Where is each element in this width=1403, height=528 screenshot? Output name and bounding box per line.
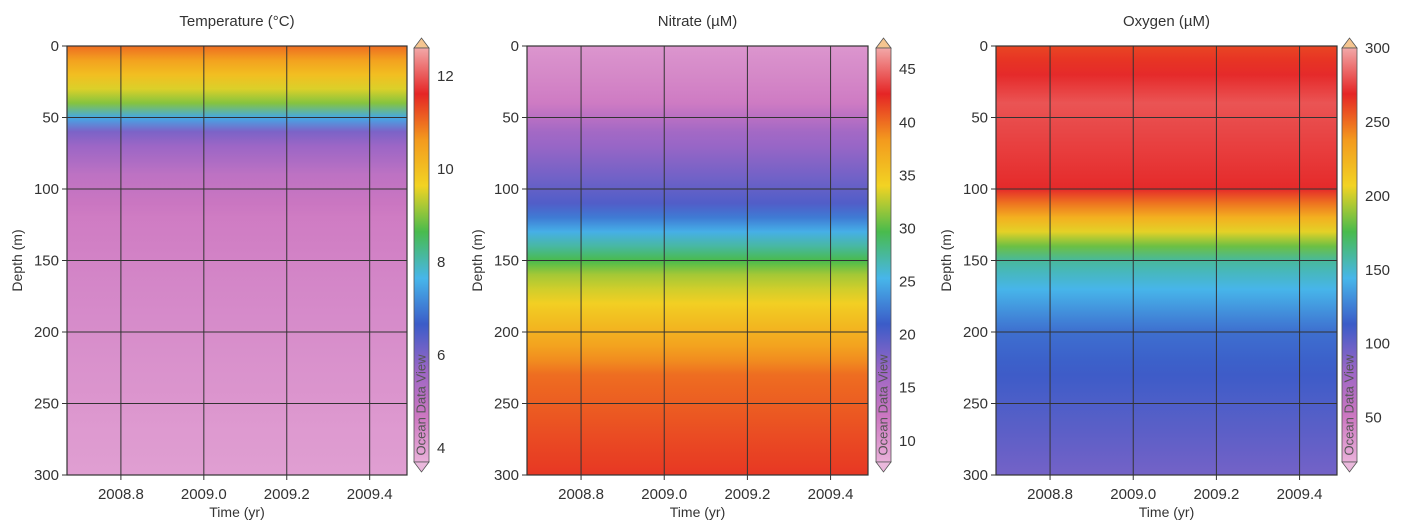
x-tick-label: 2009.4 (1277, 486, 1323, 503)
chart-title: Nitrate (µM) (658, 13, 737, 30)
y-tick-label: 150 (494, 253, 519, 270)
chart-title: Temperature (°C) (179, 13, 294, 30)
y-tick-label: 100 (494, 181, 519, 198)
x-tick-label: 2009.2 (264, 486, 310, 503)
colorbar-tick-label: 100 (1365, 336, 1390, 353)
x-axis-label: Time (yr) (209, 504, 264, 520)
colorbar-tick-label: 40 (899, 114, 916, 131)
watermark-text: Ocean Data View (1342, 354, 1357, 456)
colorbar-tick-label: 30 (899, 220, 916, 237)
panel-2: Nitrate (µM) 0 50 100 150 200 250 300 2008.8 2009… (469, 13, 916, 520)
colorbar-tick-label: 20 (899, 327, 916, 344)
x-axis-label: Time (yr) (670, 504, 725, 520)
y-tick-label: 150 (34, 253, 59, 270)
x-tick-label: 2009.2 (1193, 486, 1239, 503)
y-tick-label: 150 (963, 253, 988, 270)
colorbar-tick-label: 4 (437, 440, 445, 457)
watermark-text: Ocean Data View (414, 354, 429, 456)
panel-3: Oxygen (µM) 0 50 100 150 200 250 300 2008.8 2009.… (938, 13, 1390, 520)
x-tick-label: 2009.0 (641, 486, 687, 503)
x-tick-label: 2009.2 (724, 486, 770, 503)
colorbar-tick-label: 6 (437, 347, 445, 364)
watermark-text: Ocean Data View (876, 354, 891, 456)
y-tick-label: 200 (963, 324, 988, 341)
colorbar-tick-label: 25 (899, 274, 916, 291)
y-tick-label: 50 (42, 110, 59, 127)
y-tick-label: 100 (34, 181, 59, 198)
x-tick-label: 2009.0 (1110, 486, 1156, 503)
colorbar-tick-label: 300 (1365, 40, 1390, 57)
colorbar-tick-label: 8 (437, 254, 445, 271)
y-axis-label: Depth (m) (9, 229, 25, 291)
y-tick-label: 100 (963, 181, 988, 198)
y-axis-label: Depth (m) (938, 229, 954, 291)
colorbar-bottom-arrow (875, 461, 892, 473)
x-tick-label: 2009.4 (347, 486, 393, 503)
y-tick-label: 250 (34, 396, 59, 413)
y-tick-label: 50 (502, 110, 519, 127)
x-tick-label: 2009.4 (808, 486, 854, 503)
y-tick-label: 300 (963, 467, 988, 484)
colorbar-bottom-arrow (1341, 461, 1358, 473)
colorbar-tick-label: 15 (899, 380, 916, 397)
y-tick-label: 300 (34, 467, 59, 484)
chart-title: Oxygen (µM) (1123, 13, 1210, 30)
y-tick-label: 250 (494, 396, 519, 413)
x-tick-label: 2008.8 (98, 486, 144, 503)
y-tick-label: 200 (494, 324, 519, 341)
panel-1: Temperature (°C) 0 50 100 150 200 250 300 2008.8… (9, 13, 454, 520)
y-tick-label: 50 (971, 110, 988, 127)
colorbar-tick-label: 200 (1365, 188, 1390, 205)
colorbar-tick-label: 10 (437, 161, 454, 178)
colorbar-bottom-arrow (413, 461, 430, 473)
colorbar-top-arrow (413, 37, 430, 49)
y-tick-label: 0 (511, 38, 519, 55)
colorbar-tick-label: 35 (899, 167, 916, 184)
y-tick-label: 0 (51, 38, 59, 55)
y-tick-label: 0 (980, 38, 988, 55)
colorbar-tick-label: 250 (1365, 114, 1390, 131)
colorbar-tick-label: 150 (1365, 262, 1390, 279)
colorbar-tick-label: 50 (1365, 410, 1382, 427)
x-tick-label: 2008.8 (558, 486, 604, 503)
colorbar-top-arrow (1341, 37, 1358, 49)
colorbar-top-arrow (875, 37, 892, 49)
x-tick-label: 2008.8 (1027, 486, 1073, 503)
colorbar-tick-label: 45 (899, 61, 916, 78)
y-tick-label: 200 (34, 324, 59, 341)
y-tick-label: 250 (963, 396, 988, 413)
x-tick-label: 2009.0 (181, 486, 227, 503)
x-axis-label: Time (yr) (1139, 504, 1194, 520)
y-tick-label: 300 (494, 467, 519, 484)
colorbar-tick-label: 10 (899, 433, 916, 450)
colorbar-tick-label: 12 (437, 68, 454, 85)
y-axis-label: Depth (m) (469, 229, 485, 291)
